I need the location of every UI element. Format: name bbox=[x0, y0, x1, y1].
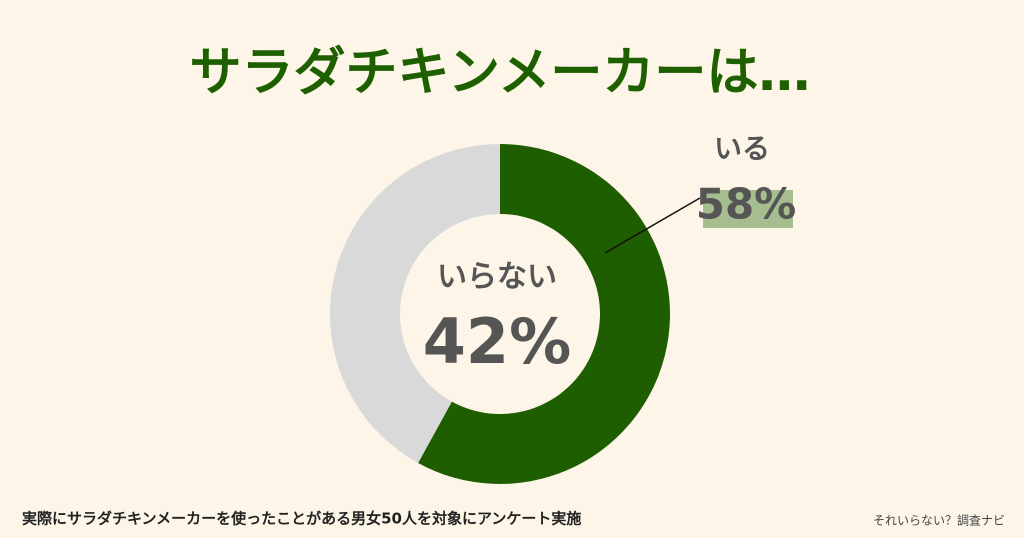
value-label: 42% bbox=[423, 305, 571, 378]
value-label: 58% bbox=[696, 180, 797, 229]
category-label: いる bbox=[714, 132, 770, 165]
label-highlight bbox=[703, 190, 793, 228]
donut-slice bbox=[418, 144, 670, 484]
donut-slice bbox=[330, 144, 500, 463]
chart-title: サラダチキンメーカーは… bbox=[190, 43, 811, 103]
category-label: いらない bbox=[437, 260, 557, 295]
leader-line bbox=[604, 197, 701, 254]
credit: それいらない？調査ナビ bbox=[873, 514, 1005, 528]
footnote: 実際にサラダチキンメーカーを使ったことがある男女50人を対象にアンケート実施 bbox=[22, 510, 581, 528]
